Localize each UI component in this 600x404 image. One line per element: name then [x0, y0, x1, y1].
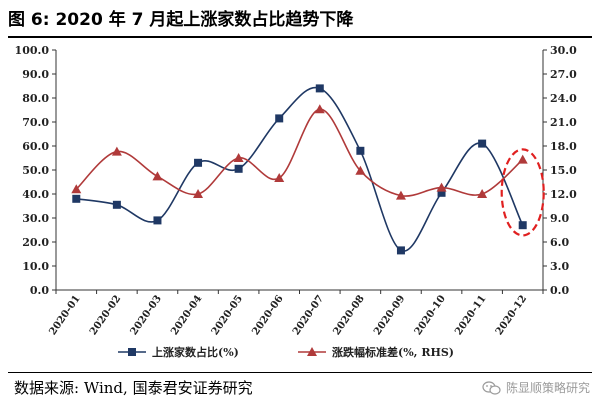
- y-left-tick-label: 40.0: [22, 188, 49, 201]
- y-left-tick-label: 90.0: [22, 68, 49, 81]
- y-left-tick-label: 70.0: [22, 116, 49, 129]
- highlight-ellipse: [500, 148, 545, 237]
- series-1-point: [275, 114, 284, 123]
- series-2-point: [314, 104, 325, 114]
- series-markers: [71, 84, 528, 255]
- y-left-tick-label: 10.0: [22, 260, 49, 273]
- series-1-point: [518, 221, 527, 230]
- footer-divider: [8, 372, 592, 373]
- y-left-tick-label: 20.0: [22, 236, 49, 249]
- x-tick-label: 2020-04: [169, 293, 204, 337]
- wechat-icon: [482, 381, 501, 395]
- series-2-point: [274, 173, 285, 182]
- series-2-point: [111, 146, 122, 156]
- y-right-tick-label: 24.0: [550, 92, 577, 105]
- series-line-1: [76, 86, 524, 252]
- y-right-tick-label: 6.0: [550, 236, 569, 249]
- legend-label-2: 涨跌幅标准差(%, RHS): [332, 345, 454, 359]
- series-line-2: [75, 108, 524, 197]
- x-tick-label: 2020-09: [372, 293, 407, 337]
- watermark: 陈显顺策略研究: [482, 376, 590, 400]
- y-left-tick-label: 100.0: [15, 44, 50, 57]
- series-1-point: [72, 194, 81, 203]
- y-right-tick-label: 27.0: [550, 68, 577, 81]
- x-tick-label: 2020-06: [250, 293, 285, 337]
- series-2-point: [152, 171, 163, 181]
- y-left-tick-label: 60.0: [22, 140, 49, 153]
- chart-axes: 0.0 10.0 20.0 30.0 40.0 50.0 60.0 70.0 80.0 90.0 1…: [15, 44, 578, 337]
- x-tick-label: 2020-05: [210, 293, 245, 337]
- series-1-point: [478, 139, 487, 148]
- series-2-point: [477, 189, 488, 198]
- y-right-tick-label: 9.0: [550, 212, 569, 225]
- series-1-point: [356, 146, 365, 155]
- y-right-tick-label: 0.0: [550, 284, 569, 297]
- y-left-tick-label: 0.0: [30, 284, 49, 297]
- y-right-tick-label: 3.0: [550, 260, 569, 273]
- annotation-layer: [500, 148, 545, 237]
- watermark-text: 陈显顺策略研究: [505, 381, 590, 395]
- source-note: 数据来源: Wind, 国泰君安证券研究: [14, 379, 253, 397]
- series-1-point: [396, 246, 405, 255]
- series-1-point: [315, 84, 324, 93]
- series-2-point: [436, 182, 447, 192]
- chart-legend: 上涨家数占比(%) 涨跌幅标准差(%, RHS): [118, 345, 454, 359]
- series-lines: [75, 86, 524, 252]
- x-tick-label: 2020-02: [88, 293, 123, 337]
- series-1-point: [437, 188, 446, 197]
- series-2-point: [71, 184, 82, 194]
- series-2-point: [517, 154, 528, 164]
- series-1-point: [234, 164, 243, 173]
- y-right-tick-label: 21.0: [550, 116, 577, 129]
- x-tick-label: 2020-10: [413, 293, 448, 337]
- y-right-tick-label: 30.0: [550, 44, 577, 57]
- y-left-tick-label: 30.0: [22, 212, 49, 225]
- legend-marker-1: [128, 348, 136, 356]
- y-right-tick-label: 12.0: [550, 188, 577, 201]
- y-left-tick-label: 50.0: [22, 164, 49, 177]
- series-2-point: [193, 189, 204, 198]
- series-1-point: [194, 158, 203, 167]
- y-right-tick-label: 15.0: [550, 164, 577, 177]
- legend-label-1: 上涨家数占比(%): [152, 345, 239, 359]
- series-2-point: [355, 165, 366, 175]
- series-1-point: [112, 200, 121, 209]
- figure-title: 图 6: 2020 年 7 月起上涨家数占比趋势下降: [8, 10, 354, 30]
- series-1-point: [153, 216, 162, 225]
- title-divider: [8, 36, 592, 38]
- x-tick-label: 2020-12: [494, 293, 529, 337]
- series-2-point: [233, 153, 244, 162]
- y-right-tick-label: 18.0: [550, 140, 577, 153]
- x-tick-label: 2020-01: [47, 293, 82, 337]
- legend-marker-2: [307, 347, 317, 356]
- x-tick-label: 2020-07: [291, 293, 326, 337]
- y-left-tick-label: 80.0: [22, 92, 49, 105]
- line-chart: 0.0 10.0 20.0 30.0 40.0 50.0 60.0 70.0 80.0 90.0 1…: [15, 44, 578, 359]
- series-2-point: [395, 190, 406, 200]
- x-tick-label: 2020-08: [331, 293, 366, 337]
- x-tick-label: 2020-03: [129, 293, 164, 337]
- x-tick-label: 2020-11: [453, 293, 488, 337]
